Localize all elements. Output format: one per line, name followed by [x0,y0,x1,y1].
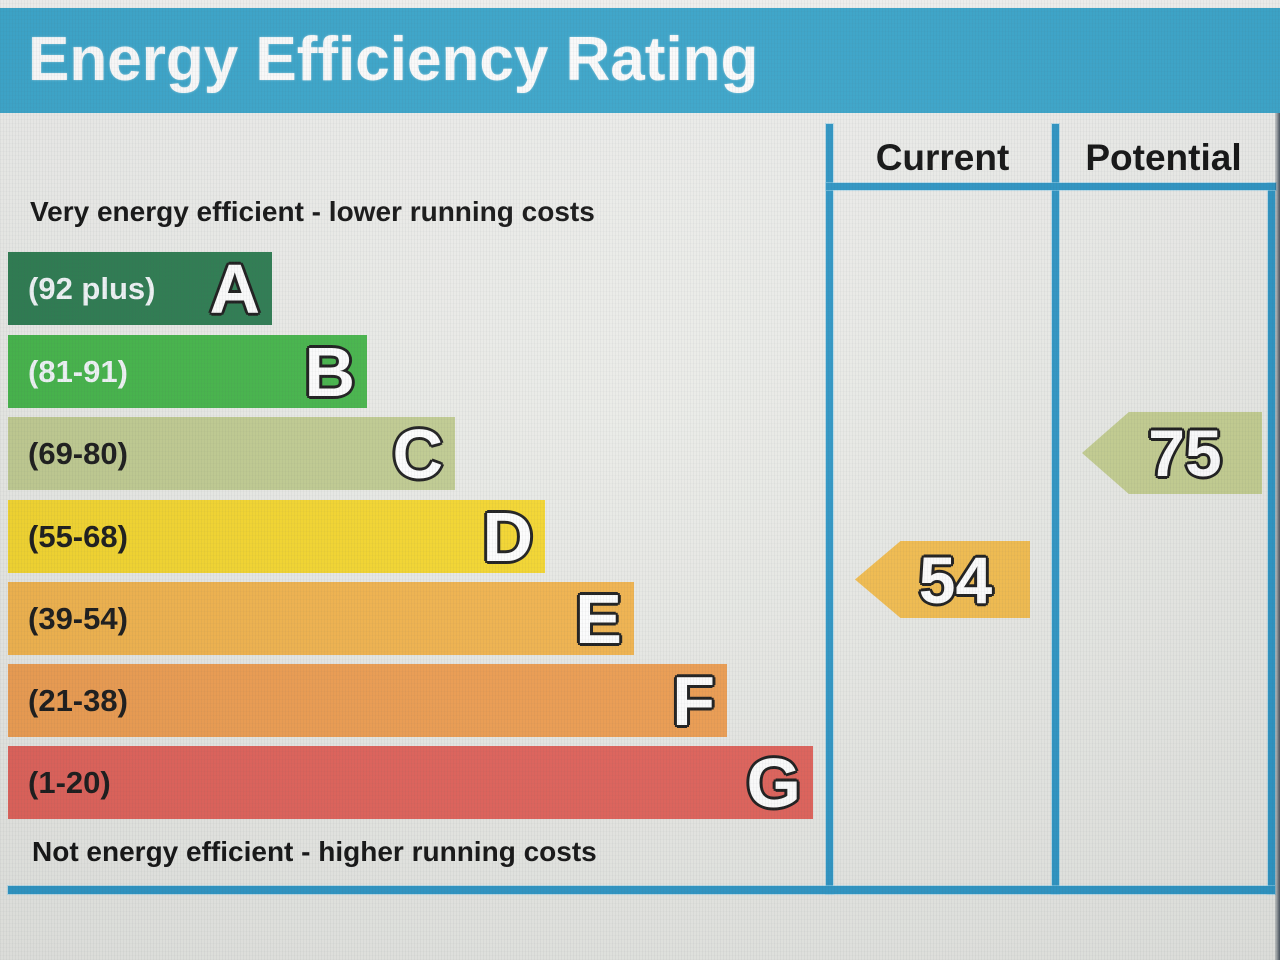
photo-top-margin [0,0,1280,8]
potential-rating-value: 75 [1148,416,1222,490]
column-header-current: Current [875,137,1010,178]
page-title: Energy Efficiency Rating [28,25,759,94]
chart-bottom-border [8,886,1275,894]
band-row-e: (39-54) E [8,582,634,655]
caption-very-efficient: Very energy efficient - lower running co… [30,196,595,227]
band-row-c: (69-80) C [8,417,455,490]
band-row-a: (92 plus) A [8,252,272,325]
band-letter: A [209,249,260,328]
band-range-label: (21-38) [28,682,128,718]
band-range-label: (92 plus) [28,270,156,306]
band-letter: C [392,414,443,493]
band-letter: B [304,332,355,411]
potential-rating-arrow: 75 [1082,412,1262,494]
band-range-label: (81-91) [28,353,128,389]
band-range-label: (1-20) [28,764,111,800]
potential-column-right-border [1268,183,1275,894]
band-row-d: (55-68) D [8,500,545,573]
current-rating-value: 54 [918,542,993,617]
caption-not-efficient: Not energy efficient - higher running co… [32,836,597,867]
column-header-potential: Potential [1085,137,1242,178]
band-range-label: (55-68) [28,518,128,554]
photo-right-edge [1275,113,1280,960]
band-row-f: (21-38) F [8,664,727,737]
potential-column-left-border [1052,124,1059,894]
band-letter: G [746,743,801,822]
band-letter: E [575,579,622,658]
current-column-left-border [826,124,833,894]
current-rating-arrow: 54 [855,541,1030,618]
title-bar: Energy Efficiency Rating [0,8,1280,113]
band-range-label: (69-80) [28,435,128,471]
band-range-label: (39-54) [28,600,128,636]
band-row-g: (1-20) G [8,746,813,819]
band-letter: F [672,661,715,740]
column-header-underline [826,183,1276,190]
band-letter: D [482,497,533,576]
band-row-b: (81-91) B [8,335,367,408]
